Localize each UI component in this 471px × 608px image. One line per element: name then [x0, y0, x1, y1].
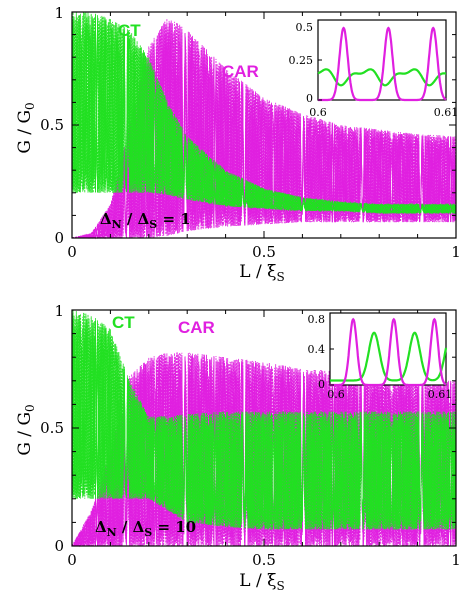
- inset-x-tick-label: 0.61: [428, 388, 453, 401]
- ratio-label: ΔN / ΔS = 10: [95, 518, 196, 539]
- y-tick-label: 0.5: [40, 419, 64, 437]
- y-axis-label: G / G0: [15, 404, 37, 455]
- x-tick-label: 1: [451, 551, 461, 569]
- x-tick-label: 0.5: [252, 551, 276, 569]
- inset-series-car-line: [330, 317, 447, 387]
- panel-bottom: 0 0.5 1 0 0.5 1 L / ξS G / G0 CT CAR ΔN …: [15, 302, 461, 593]
- ticks-top: [71, 11, 457, 239]
- x-tick-label: 0.5: [252, 243, 276, 261]
- series-car-curve: [71, 21, 457, 239]
- inset-bottom: 0.8 0.4 0 0.6 0.61: [308, 312, 453, 401]
- series-car-curve: [71, 352, 457, 548]
- y-tick-label: 0.5: [40, 116, 64, 134]
- series-car-curve: [72, 20, 457, 239]
- inset-y-tick-label: 0.5: [296, 21, 314, 34]
- y-tick-label: 1: [54, 4, 64, 22]
- annotation-car: CAR: [222, 62, 259, 81]
- inset-x-tick-label: 0.6: [309, 106, 327, 119]
- series-ct-curve: [71, 12, 457, 215]
- panel-top: 0 0.5 1 0 0.5 1 L / ξS G / G0 CT CAR ΔN …: [15, 4, 461, 284]
- series-ct-curve: [71, 15, 457, 214]
- inset-y-tick-label: 0.25: [289, 54, 314, 67]
- inset-x-tick-label: 0.6: [327, 388, 345, 401]
- inset-y-tick-label: 0.8: [308, 313, 326, 326]
- bands-bottom: [71, 310, 457, 548]
- x-axis-label: L / ξS: [239, 571, 284, 593]
- series-ct-curve: [71, 314, 457, 530]
- series-ct-curve: [71, 12, 457, 215]
- x-tick-label: 0: [67, 243, 77, 261]
- inset-top: 0.5 0.25 0 0.6 0.61: [289, 19, 459, 119]
- inset-lines: [317, 19, 447, 102]
- x-axis-label: L / ξS: [239, 262, 284, 284]
- inset-lines: [330, 312, 448, 387]
- ratio-label: ΔN / ΔS = 1: [100, 210, 191, 231]
- x-tick-label: 0: [67, 551, 77, 569]
- y-tick-label: 0: [54, 537, 64, 555]
- series-car-curve: [71, 352, 457, 548]
- annotation-car: CAR: [178, 318, 215, 337]
- series-ct-curve: [71, 313, 457, 530]
- inset-frame: [317, 19, 447, 101]
- inset-y-tick-label: 0: [306, 92, 313, 105]
- bands-top: [71, 11, 457, 240]
- series-car-curve: [71, 24, 457, 240]
- y-tick-label: 0: [54, 229, 64, 247]
- inset-y-tick-label: 0: [318, 378, 325, 391]
- y-axis-label: G / G0: [15, 102, 37, 153]
- series-ct-curve: [71, 314, 457, 520]
- series-car-curve: [71, 356, 457, 547]
- annotation-ct: CT: [118, 21, 141, 40]
- y-tick-label: 1: [54, 302, 64, 320]
- series-ct-curve: [71, 316, 457, 530]
- inset-y-tick-label: 0.4: [308, 343, 326, 356]
- x-tick-label: 1: [451, 243, 461, 261]
- annotation-ct: CT: [112, 313, 135, 332]
- series-ct-curve: [71, 310, 457, 530]
- series-car-curve: [71, 23, 457, 240]
- inset-x-tick-label: 0.61: [434, 106, 459, 119]
- inset-frame: [329, 312, 447, 386]
- series-ct-curve: [71, 13, 457, 215]
- inset-series-car-line: [318, 26, 447, 102]
- ticks-bottom: [71, 309, 457, 547]
- series-car-curve: [71, 21, 457, 239]
